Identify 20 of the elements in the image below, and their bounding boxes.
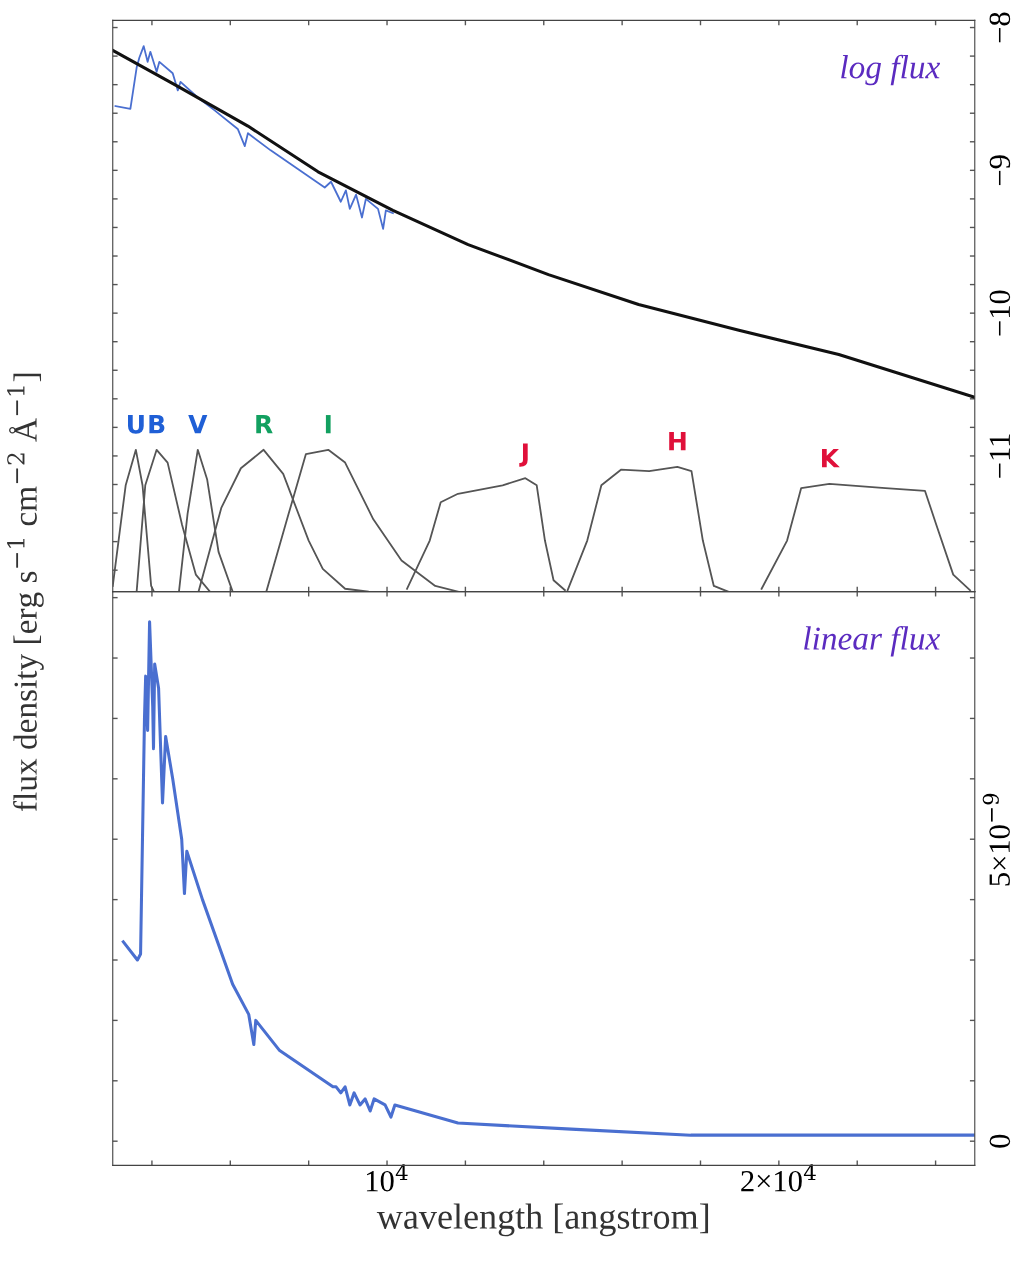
x-axis-title: wavelength [angstrom] [376,1203,709,1237]
x-tick-label: 10$^{4}$ [366,1164,408,1192]
series-label: V [188,415,208,434]
y-tick-label: −8 [989,12,1011,43]
y-tick-label: −10 [989,290,1011,336]
series-label: B [149,415,165,434]
y-axis-title: flux density [erg s$^{−1}$ cm$^{−2}$ Å$^{−1}$] [7,373,44,812]
y-tick-label: 0 [989,1134,1011,1148]
series-label: J [519,443,528,467]
y-tick-label: −11 [989,434,1010,478]
series-label: R [256,415,273,434]
series-label: H [669,432,686,451]
annotation: linear flux [804,626,941,657]
y-tick-label: −9 [989,155,1011,186]
y-tick-label: 5×10$^{−9}$ [982,793,1010,886]
annotation: log flux [841,54,941,86]
x-tick-label: 2×10$^{4}$ [741,1164,816,1192]
series-label: K [822,449,840,468]
series-label: I [325,415,331,434]
legend-label: U [128,415,144,434]
